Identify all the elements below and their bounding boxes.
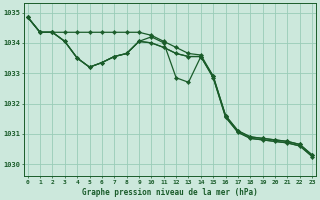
X-axis label: Graphe pression niveau de la mer (hPa): Graphe pression niveau de la mer (hPa) [82,188,258,197]
